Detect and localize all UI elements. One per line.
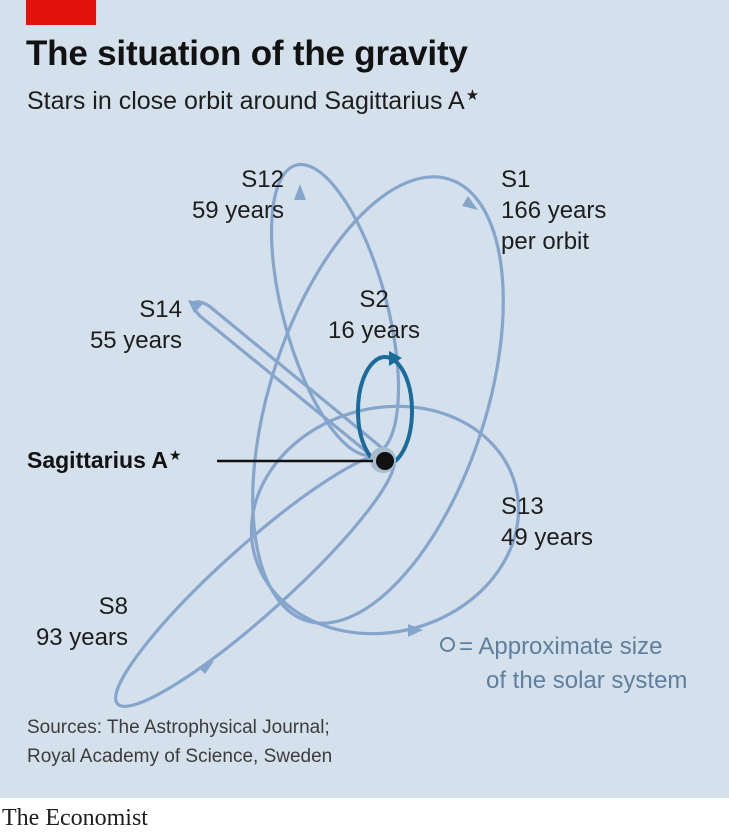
orbit-period-s12: 59 years [191, 197, 284, 224]
orbit-name-s13: S13 [501, 493, 544, 520]
sagittarius-a-black-hole [376, 452, 394, 470]
orbit-name-s14: S14 [139, 296, 182, 323]
label-s8: S8 93 years [20, 591, 128, 653]
subtitle-text: Stars in close orbit around Sagittarius … [27, 87, 465, 115]
legend-text-line2: of the solar system [486, 667, 688, 694]
sources-note: Sources: The Astrophysical Journal; Roya… [27, 713, 332, 771]
label-s14: S14 55 years [60, 294, 182, 356]
orbit-name-s1: S1 [501, 166, 531, 193]
publisher-brand: The Economist [2, 805, 148, 831]
legend-text-line1: = Approximate size [459, 633, 663, 660]
legend-circle-icon [440, 637, 455, 652]
orbit-s1 [251, 175, 505, 625]
orbit-name-s12: S12 [241, 166, 284, 193]
orbit-direction-arrow-s14 [188, 300, 204, 313]
label-s2: S2 16 years [322, 284, 426, 346]
orbit-period-s8: 93 years [35, 624, 128, 651]
chart-title: The situation of the gravity [26, 34, 468, 73]
orbit-direction-arrow-s12 [294, 184, 306, 200]
orbit-direction-arrow-s1 [462, 196, 478, 210]
label-s12: S12 59 years [160, 164, 284, 226]
brand-red-tag [26, 0, 96, 25]
chart-panel [0, 0, 729, 798]
orbit-period-s1: 166 years [501, 197, 607, 224]
label-s1: S1 166 years per orbit [501, 164, 606, 257]
sagittarius-a-name: Sagittarius A [27, 447, 169, 473]
orbit-period-s2: 16 years [327, 317, 421, 344]
orbit-period-s14: 55 years [89, 327, 182, 354]
orbit-name-s2: S2 [359, 286, 389, 313]
orbit-name-s8: S8 [98, 593, 128, 620]
orbit-direction-arrow-s13 [408, 624, 423, 637]
sources-line-1: Sources: The Astrophysical Journal; [27, 717, 330, 738]
sources-line-2: Royal Academy of Science, Sweden [27, 746, 333, 767]
orbit-direction-arrow-s8 [198, 661, 214, 674]
orbit-period-s1-extra: per orbit [501, 228, 590, 255]
sagittarius-a-label: Sagittarius A★ [27, 447, 182, 474]
label-s13: S13 49 years [501, 491, 593, 553]
chart-subtitle: Stars in close orbit around Sagittarius … [27, 86, 479, 116]
orbit-diagram [114, 162, 521, 708]
subtitle-star-symbol: ★ [465, 87, 480, 104]
orbit-direction-arrow-s2 [389, 351, 402, 366]
legend: = Approximate size of the solar system [440, 630, 687, 698]
sagittarius-a-star-symbol: ★ [169, 447, 182, 463]
orbit-period-s13: 49 years [501, 524, 594, 551]
